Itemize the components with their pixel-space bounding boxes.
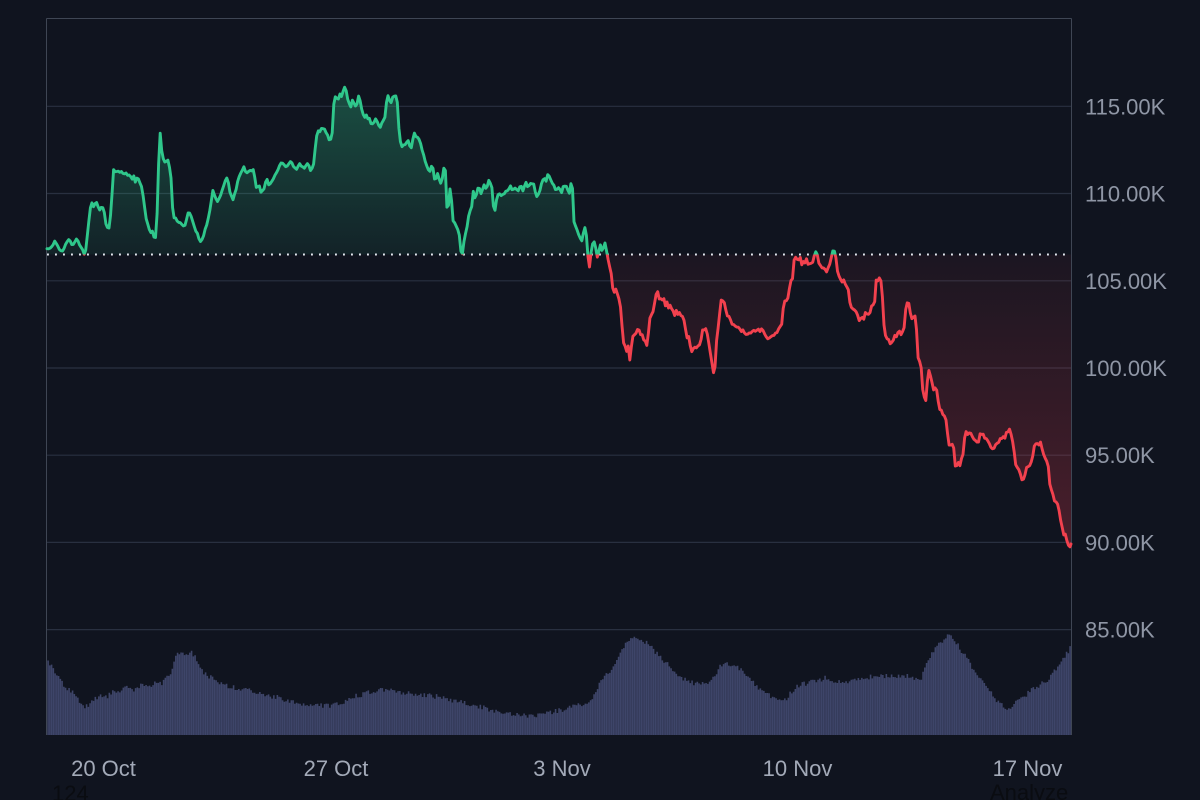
svg-text:17 Nov: 17 Nov xyxy=(993,756,1063,781)
svg-text:95.00K: 95.00K xyxy=(1085,443,1155,468)
svg-text:3 Nov: 3 Nov xyxy=(533,756,590,781)
svg-text:100.00K: 100.00K xyxy=(1085,356,1167,381)
svg-text:90.00K: 90.00K xyxy=(1085,530,1155,555)
svg-text:Analyze: Analyze xyxy=(990,780,1068,800)
svg-text:27 Oct: 27 Oct xyxy=(304,756,369,781)
svg-text:110.00K: 110.00K xyxy=(1085,182,1166,207)
svg-text:115.00K: 115.00K xyxy=(1085,94,1166,119)
svg-text:10 Nov: 10 Nov xyxy=(763,756,833,781)
svg-text:20 Oct: 20 Oct xyxy=(71,756,136,781)
svg-text:124: 124 xyxy=(52,781,89,800)
svg-text:85.00K: 85.00K xyxy=(1085,618,1155,643)
svg-text:105.00K: 105.00K xyxy=(1085,269,1167,294)
